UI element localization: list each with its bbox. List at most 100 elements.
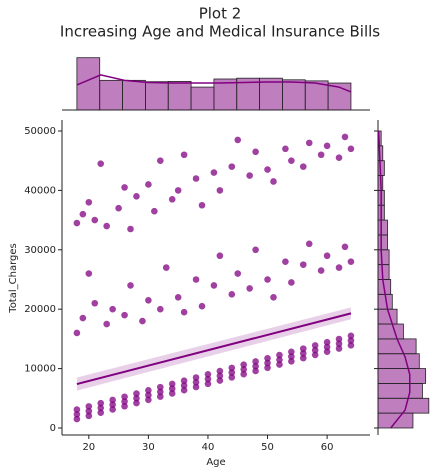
point <box>168 390 176 397</box>
point <box>323 142 331 150</box>
point <box>252 362 259 370</box>
point <box>79 210 87 218</box>
hist-bar <box>282 79 306 111</box>
point <box>115 204 122 212</box>
point <box>121 393 128 401</box>
point <box>121 311 128 319</box>
point <box>252 246 259 254</box>
y-axis-label: Total_Charges <box>8 243 19 313</box>
point <box>145 181 152 188</box>
point <box>299 350 307 357</box>
point <box>252 148 259 156</box>
hist-bar <box>377 323 404 340</box>
point <box>210 282 218 289</box>
point <box>216 372 224 380</box>
hist-bar <box>190 86 215 111</box>
point <box>335 154 343 162</box>
point <box>174 187 182 194</box>
point <box>270 178 277 185</box>
x-tick-label: 50 <box>261 442 274 453</box>
point <box>85 270 93 277</box>
point <box>97 404 105 412</box>
hist-bar <box>377 353 420 369</box>
point <box>234 270 242 277</box>
point <box>156 157 164 164</box>
point <box>264 354 271 362</box>
point <box>127 225 134 233</box>
point <box>210 169 218 176</box>
point <box>335 340 343 348</box>
point <box>85 412 93 420</box>
point <box>192 374 200 381</box>
point <box>288 358 295 365</box>
point <box>323 338 331 346</box>
point <box>288 348 295 356</box>
point <box>127 282 134 289</box>
point <box>299 345 307 352</box>
point <box>335 335 343 343</box>
point <box>97 160 105 167</box>
point <box>151 207 158 215</box>
point <box>73 411 81 418</box>
point <box>145 296 152 304</box>
point <box>305 139 313 147</box>
point <box>204 375 212 383</box>
point <box>288 157 295 164</box>
point <box>347 332 355 340</box>
kde-line <box>377 130 411 429</box>
point <box>264 364 271 372</box>
point <box>133 193 140 200</box>
x-tick-label: 60 <box>321 442 334 453</box>
hist-bar <box>377 264 390 280</box>
point <box>192 378 200 386</box>
x-tick-label: 40 <box>202 442 215 453</box>
point <box>121 402 128 410</box>
point <box>145 391 152 399</box>
kde-line <box>76 74 352 93</box>
point <box>335 345 343 352</box>
point <box>282 258 289 265</box>
point <box>276 351 283 359</box>
point <box>168 380 176 388</box>
point <box>198 201 206 209</box>
point <box>85 198 93 206</box>
point <box>133 399 140 407</box>
point <box>288 353 295 360</box>
point <box>85 403 93 410</box>
point <box>103 320 110 328</box>
point <box>192 175 200 182</box>
point <box>228 291 236 298</box>
point <box>180 382 188 389</box>
hist-bar <box>377 234 388 251</box>
point <box>162 264 170 271</box>
point <box>73 406 81 413</box>
point <box>145 396 152 404</box>
hist-bar <box>122 79 146 111</box>
point <box>270 294 277 301</box>
hist-bar <box>377 412 414 429</box>
point <box>109 406 116 413</box>
point <box>323 343 331 351</box>
y-tick-label: 0 <box>50 423 56 434</box>
hist-bar <box>167 81 192 111</box>
point <box>311 351 319 359</box>
point <box>79 314 87 322</box>
point <box>335 264 343 271</box>
point <box>204 370 212 378</box>
y-tick-label: 10000 <box>24 364 56 375</box>
point <box>180 151 188 159</box>
point <box>156 383 164 391</box>
x-tick-label: 20 <box>82 442 95 453</box>
point <box>264 276 271 283</box>
x-tick-label: 30 <box>142 442 155 453</box>
point <box>311 346 319 354</box>
hist-bar <box>377 249 390 266</box>
point <box>85 407 93 415</box>
point <box>264 166 271 173</box>
point <box>299 163 307 170</box>
point <box>216 187 224 194</box>
y-tick-label: 40000 <box>24 185 56 196</box>
point <box>347 337 355 344</box>
point <box>73 415 81 423</box>
point <box>234 136 242 144</box>
